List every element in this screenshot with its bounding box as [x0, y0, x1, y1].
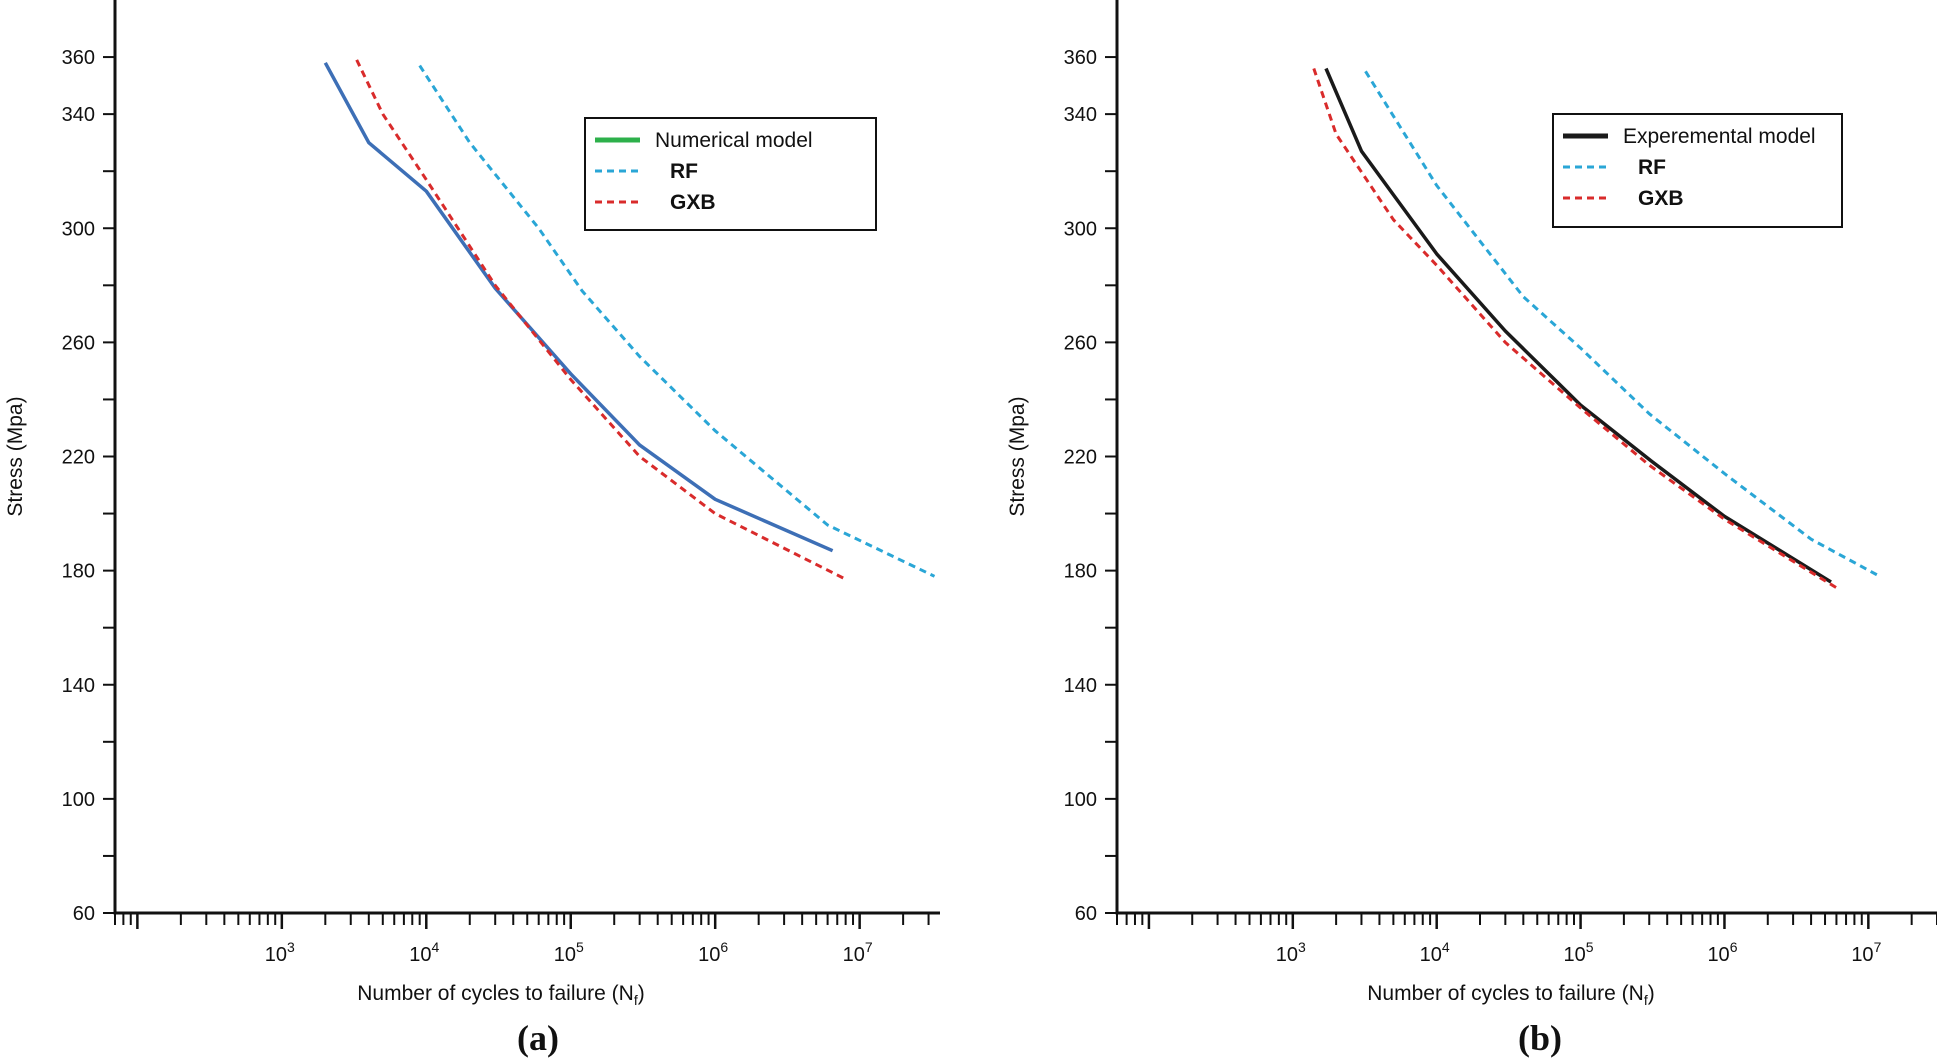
y-tick-label: 340 — [62, 104, 95, 126]
x-tick-label: 104 — [409, 939, 439, 966]
x-axis-label-subscript: f — [634, 992, 638, 1008]
y-tick-label: 100 — [62, 789, 95, 811]
legend-box — [584, 117, 877, 231]
y-tick-label: 360 — [62, 47, 95, 69]
x-tick-exponent: 5 — [1586, 939, 1594, 955]
y-tick-label: 180 — [62, 561, 95, 583]
x-tick-base: 10 — [1420, 944, 1442, 966]
x-tick-exponent: 4 — [1442, 939, 1450, 955]
x-tick-exponent: 3 — [287, 939, 295, 955]
x-tick-base: 10 — [1564, 944, 1586, 966]
x-tick-exponent: 6 — [1730, 939, 1738, 955]
x-axis-label-close: ) — [1648, 982, 1655, 1005]
y-tick-label: 140 — [62, 675, 95, 697]
x-tick-base: 10 — [843, 944, 865, 966]
y-tick-label: 220 — [1064, 447, 1097, 469]
x-tick-exponent: 7 — [865, 939, 873, 955]
series-line-experemental-model — [1324, 67, 1832, 584]
x-tick-label: 104 — [1420, 939, 1450, 966]
x-tick-base: 10 — [1276, 944, 1298, 966]
y-tick-label: 60 — [73, 903, 95, 925]
x-tick-label: 105 — [1564, 939, 1594, 966]
x-tick-exponent: 6 — [720, 939, 728, 955]
x-tick-exponent: 7 — [1874, 939, 1882, 955]
y-tick-label: 100 — [1064, 789, 1097, 811]
x-axis-label: Number of cycles to failure (Nf) — [357, 982, 644, 1008]
x-tick-label: 107 — [1851, 939, 1881, 966]
x-tick-label: 107 — [843, 939, 873, 966]
legend-box — [1552, 113, 1843, 228]
x-tick-exponent: 4 — [432, 939, 440, 955]
x-tick-base: 10 — [698, 944, 720, 966]
panel-label: (b) — [1518, 1018, 1562, 1058]
legend: Numerical model RF GXB — [584, 117, 877, 231]
x-tick-label: 106 — [698, 939, 728, 966]
x-tick-base: 10 — [409, 944, 431, 966]
panel-label: (a) — [517, 1018, 559, 1058]
x-axis-label-subscript: f — [1644, 992, 1648, 1008]
series-line-rf — [418, 64, 936, 578]
x-tick-label: 103 — [1276, 939, 1306, 966]
x-axis-label-text: Number of cycles to failure (N — [357, 982, 634, 1005]
x-tick-label: 106 — [1707, 939, 1737, 966]
y-tick-label: 340 — [1064, 104, 1097, 126]
x-tick-base: 10 — [554, 944, 576, 966]
legend-label: RF — [670, 160, 698, 183]
legend-label: Experemental model — [1623, 125, 1816, 148]
y-tick-label: 360 — [1064, 47, 1097, 69]
y-axis-label: Stress (Mpa) — [4, 396, 27, 516]
y-tick-label: 260 — [1064, 332, 1097, 354]
y-tick-label: 300 — [62, 218, 95, 240]
series-line-gxb — [1312, 68, 1838, 589]
x-tick-base: 10 — [265, 944, 287, 966]
legend-label: RF — [1638, 156, 1666, 179]
x-axis-label-text: Number of cycles to failure (N — [1367, 982, 1644, 1005]
x-tick-exponent: 5 — [576, 939, 584, 955]
y-tick-label: 220 — [62, 447, 95, 469]
y-tick-label: 60 — [1075, 903, 1097, 925]
legend-label: Numerical model — [655, 129, 813, 152]
legend-label: GXB — [670, 191, 716, 214]
y-tick-label: 300 — [1064, 218, 1097, 240]
y-tick-label: 180 — [1064, 561, 1097, 583]
x-tick-base: 10 — [1707, 944, 1729, 966]
x-axis-label-close: ) — [638, 982, 645, 1005]
x-tick-base: 10 — [1851, 944, 1873, 966]
y-tick-label: 260 — [62, 332, 95, 354]
x-tick-exponent: 3 — [1298, 939, 1306, 955]
legend-label: GXB — [1638, 187, 1684, 210]
y-tick-label: 140 — [1064, 675, 1097, 697]
x-tick-label: 103 — [265, 939, 295, 966]
x-axis-label: Number of cycles to failure (Nf) — [1367, 982, 1654, 1008]
series-line-rf — [1364, 70, 1881, 578]
y-axis-label: Stress (Mpa) — [1006, 396, 1029, 516]
legend: Experemental model RF GXB — [1552, 113, 1843, 228]
series-line-gxb — [355, 59, 847, 581]
x-tick-label: 105 — [554, 939, 584, 966]
